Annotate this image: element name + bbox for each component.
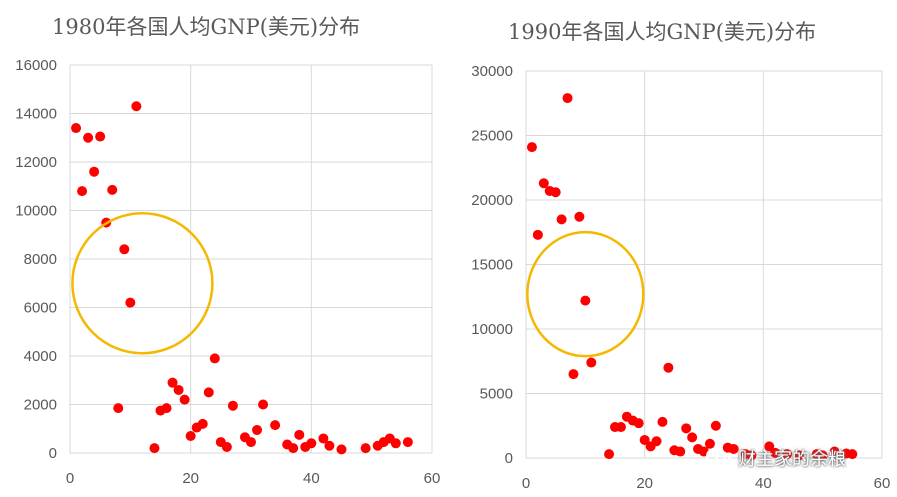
chart-1990: 1990年各国人均GNP(美元)分布 0 5000 10000 15000 20000 2…: [471, 20, 890, 492]
chart-1990-point: [770, 447, 781, 458]
chart-1990-point: [728, 443, 739, 454]
chart-1980-point: [185, 431, 196, 442]
chart-1990-point: [817, 450, 828, 461]
chart-1990-point: [847, 449, 858, 460]
chart-1990-point: [675, 446, 686, 457]
chart-1980-point: [197, 418, 208, 429]
chart-1980-ytick-label: 16000: [15, 57, 57, 74]
chart-1980-point: [71, 123, 82, 134]
chart-1990-point: [615, 422, 626, 433]
chart-1990-ytick-label: 30000: [471, 63, 513, 80]
chart-1980-point: [161, 403, 172, 414]
chart-1990-point: [657, 416, 668, 427]
chart-1980-point: [390, 438, 401, 449]
chart-1990-point: [663, 362, 674, 373]
chart-1980-point: [258, 399, 269, 410]
chart-1990-point: [550, 187, 561, 198]
chart-1990-highlight-circle: [526, 230, 645, 358]
chart-1980-point: [107, 184, 118, 195]
chart-1980: 1980年各国人均GNP(美元)分布 0 2000 4000 6000 8000 1000…: [15, 15, 440, 487]
chart-1980-point: [167, 377, 178, 388]
chart-1990-point: [829, 446, 840, 457]
chart-1990-point: [639, 434, 650, 445]
chart-1980-title: 1980年各国人均GNP(美元)分布: [52, 15, 360, 39]
chart-1990-point: [562, 93, 573, 104]
chart-1980-point: [173, 384, 184, 395]
chart-1990-ytick-label: 0: [505, 450, 513, 467]
chart-1980-point: [360, 443, 371, 454]
chart-1990-ytick-label: 10000: [471, 321, 513, 338]
chart-1990-ytick-label: 15000: [471, 257, 513, 274]
chart-1990-point: [568, 369, 579, 380]
chart-1990-point: [710, 420, 721, 431]
chart-1990-ytick-label: 20000: [471, 192, 513, 209]
chart-1980-point: [179, 394, 190, 405]
chart-1980-point: [83, 132, 94, 143]
chart-1980-point: [113, 403, 124, 414]
chart-1980-highlight-circle: [71, 212, 214, 355]
chart-1990-point: [604, 449, 615, 460]
chart-1980-point: [324, 440, 335, 451]
chart-1980-point: [318, 433, 329, 444]
chart-1980-point: [252, 424, 263, 435]
chart-1990-point: [746, 450, 757, 461]
chart-1990-xtick-label: 0: [522, 475, 530, 492]
chart-1980-xtick-label: 60: [424, 470, 441, 487]
chart-1980-point: [270, 420, 281, 431]
chart-1990-ytick-label: 25000: [471, 128, 513, 145]
chart-1980-point: [221, 441, 232, 452]
chart-1980-ytick-label: 12000: [15, 154, 57, 171]
chart-1980-ytick-label: 2000: [24, 397, 57, 414]
chart-1990-ytick-label: 5000: [480, 386, 513, 403]
chart-1980-point: [119, 244, 130, 255]
chart-1990-point: [556, 214, 567, 225]
chart-1980-point: [77, 186, 88, 197]
chart-1990-xtick-label: 40: [755, 475, 772, 492]
chart-1990-point: [574, 211, 585, 222]
chart-1980-ytick-label: 6000: [24, 300, 57, 317]
chart-1980-ytick-label: 4000: [24, 348, 57, 365]
chart-1990-point: [687, 432, 698, 443]
chart-1990-point: [532, 229, 543, 240]
chart-1980-point: [89, 166, 100, 177]
chart-1980-point: [336, 444, 347, 455]
chart-1980-ytick-label: 0: [49, 445, 57, 462]
chart-1980-point: [227, 400, 238, 411]
chart-1980-point: [131, 101, 142, 112]
chart-1990-title: 1990年各国人均GNP(美元)分布: [508, 20, 816, 44]
chart-1990-point: [681, 423, 692, 434]
chart-1990-point: [704, 438, 715, 449]
chart-1980-ytick-label: 14000: [15, 106, 57, 123]
chart-1990-point: [586, 357, 597, 368]
chart-1980-point: [203, 387, 214, 398]
chart-1990-point: [580, 295, 591, 306]
chart-1980-point: [246, 437, 256, 448]
chart-1980-point: [402, 437, 413, 448]
chart-1990-point: [782, 449, 793, 460]
chart-1980-xtick-label: 0: [66, 470, 74, 487]
chart-1980-ytick-label: 8000: [24, 251, 57, 268]
chart-1990-xtick-label: 60: [874, 475, 891, 492]
watermark: 财主家的余粮: [706, 444, 846, 472]
chart-1990-point: [538, 178, 549, 189]
watermark-text: 财主家的余粮: [738, 449, 846, 470]
chart-1980-xtick-label: 40: [303, 470, 320, 487]
chart-1980-point: [209, 353, 220, 364]
chart-1980-point: [288, 443, 299, 454]
chart-1980-ytick-label: 10000: [15, 203, 57, 220]
chart-1990-xtick-label: 20: [636, 475, 653, 492]
chart-1990-point: [764, 441, 775, 452]
chart-1980-point: [149, 443, 160, 454]
chart-1980-point: [306, 438, 317, 449]
chart-1990-point: [793, 450, 804, 461]
chart-1990-point: [526, 142, 537, 153]
wechat-icon: [706, 447, 732, 468]
chart-1980-point: [125, 297, 136, 308]
chart-1980-xtick-label: 20: [182, 470, 199, 487]
chart-1990-point: [633, 418, 644, 429]
chart-1980-point: [294, 429, 305, 440]
chart-1990-point: [651, 436, 662, 447]
chart-1980-point: [95, 131, 106, 142]
